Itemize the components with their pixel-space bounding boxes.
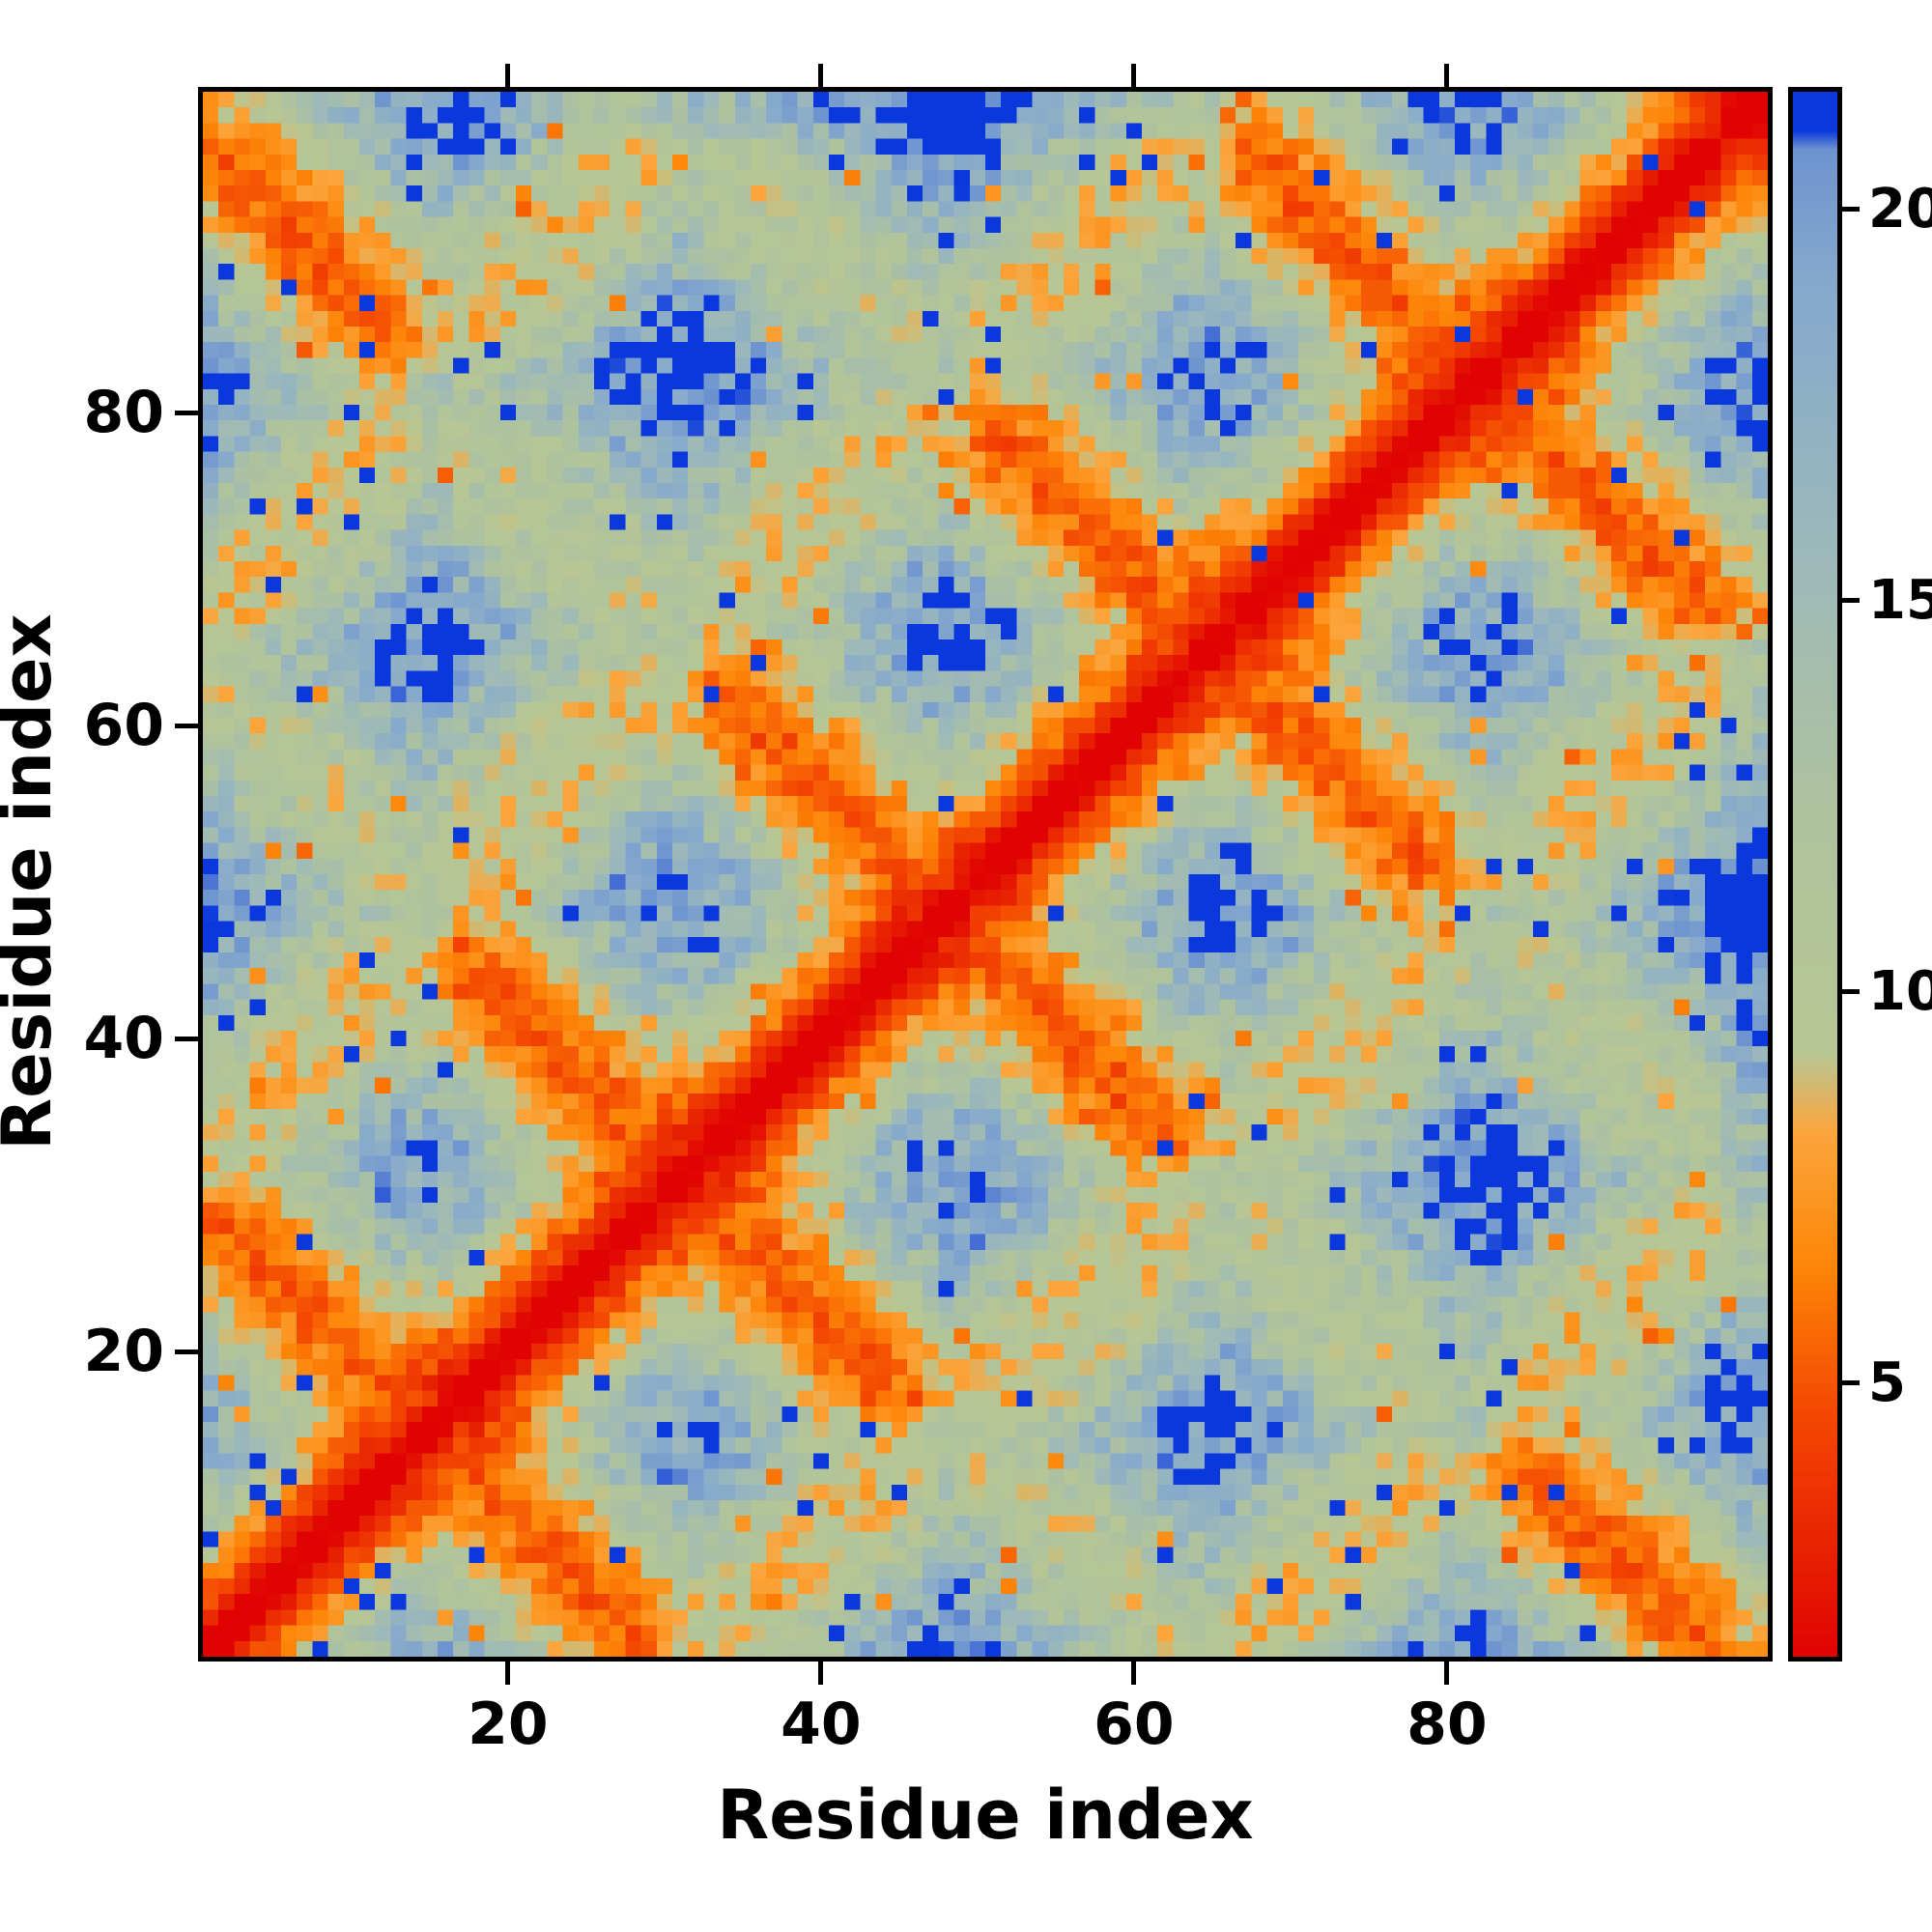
y-tick-mark	[175, 1349, 198, 1354]
colorbar-tick-mark	[1842, 207, 1860, 212]
colorbar-tick-label: 20	[1868, 177, 1932, 241]
x-tick-mark	[505, 1662, 511, 1685]
distance-heatmap	[203, 92, 1768, 1657]
y-tick-label: 80	[83, 379, 165, 447]
y-tick-label: 20	[83, 1318, 165, 1386]
x-tick-label: 20	[468, 1690, 549, 1758]
x-tick-mark	[1131, 1662, 1137, 1685]
y-tick-mark	[175, 1036, 198, 1041]
x-tick-mark	[818, 1662, 824, 1685]
x-tick-label: 60	[1094, 1690, 1175, 1758]
y-tick-label: 60	[83, 692, 165, 760]
y-tick-mark	[175, 723, 198, 728]
y-axis-label: Residue index	[0, 613, 67, 1151]
x-tick-label: 80	[1406, 1690, 1488, 1758]
colorbar-tick-label: 5	[1868, 1350, 1906, 1414]
x-tick-mark	[1444, 1662, 1450, 1685]
x-axis-label: Residue index	[717, 1776, 1254, 1855]
x-top-tick-mark	[1444, 64, 1450, 87]
x-top-tick-mark	[1131, 64, 1137, 87]
colorbar-tick-mark	[1842, 989, 1860, 994]
colorbar-tick-mark	[1842, 598, 1860, 603]
x-top-tick-mark	[505, 64, 511, 87]
y-tick-label: 40	[83, 1005, 165, 1073]
colorbar-tick-mark	[1842, 1380, 1860, 1385]
x-tick-label: 40	[781, 1690, 862, 1758]
x-top-tick-mark	[818, 64, 824, 87]
y-tick-mark	[175, 410, 198, 415]
colorbar-tick-label: 15	[1868, 568, 1932, 632]
colorbar-gradient	[1793, 92, 1837, 1657]
colorbar-tick-label: 10	[1868, 959, 1932, 1023]
